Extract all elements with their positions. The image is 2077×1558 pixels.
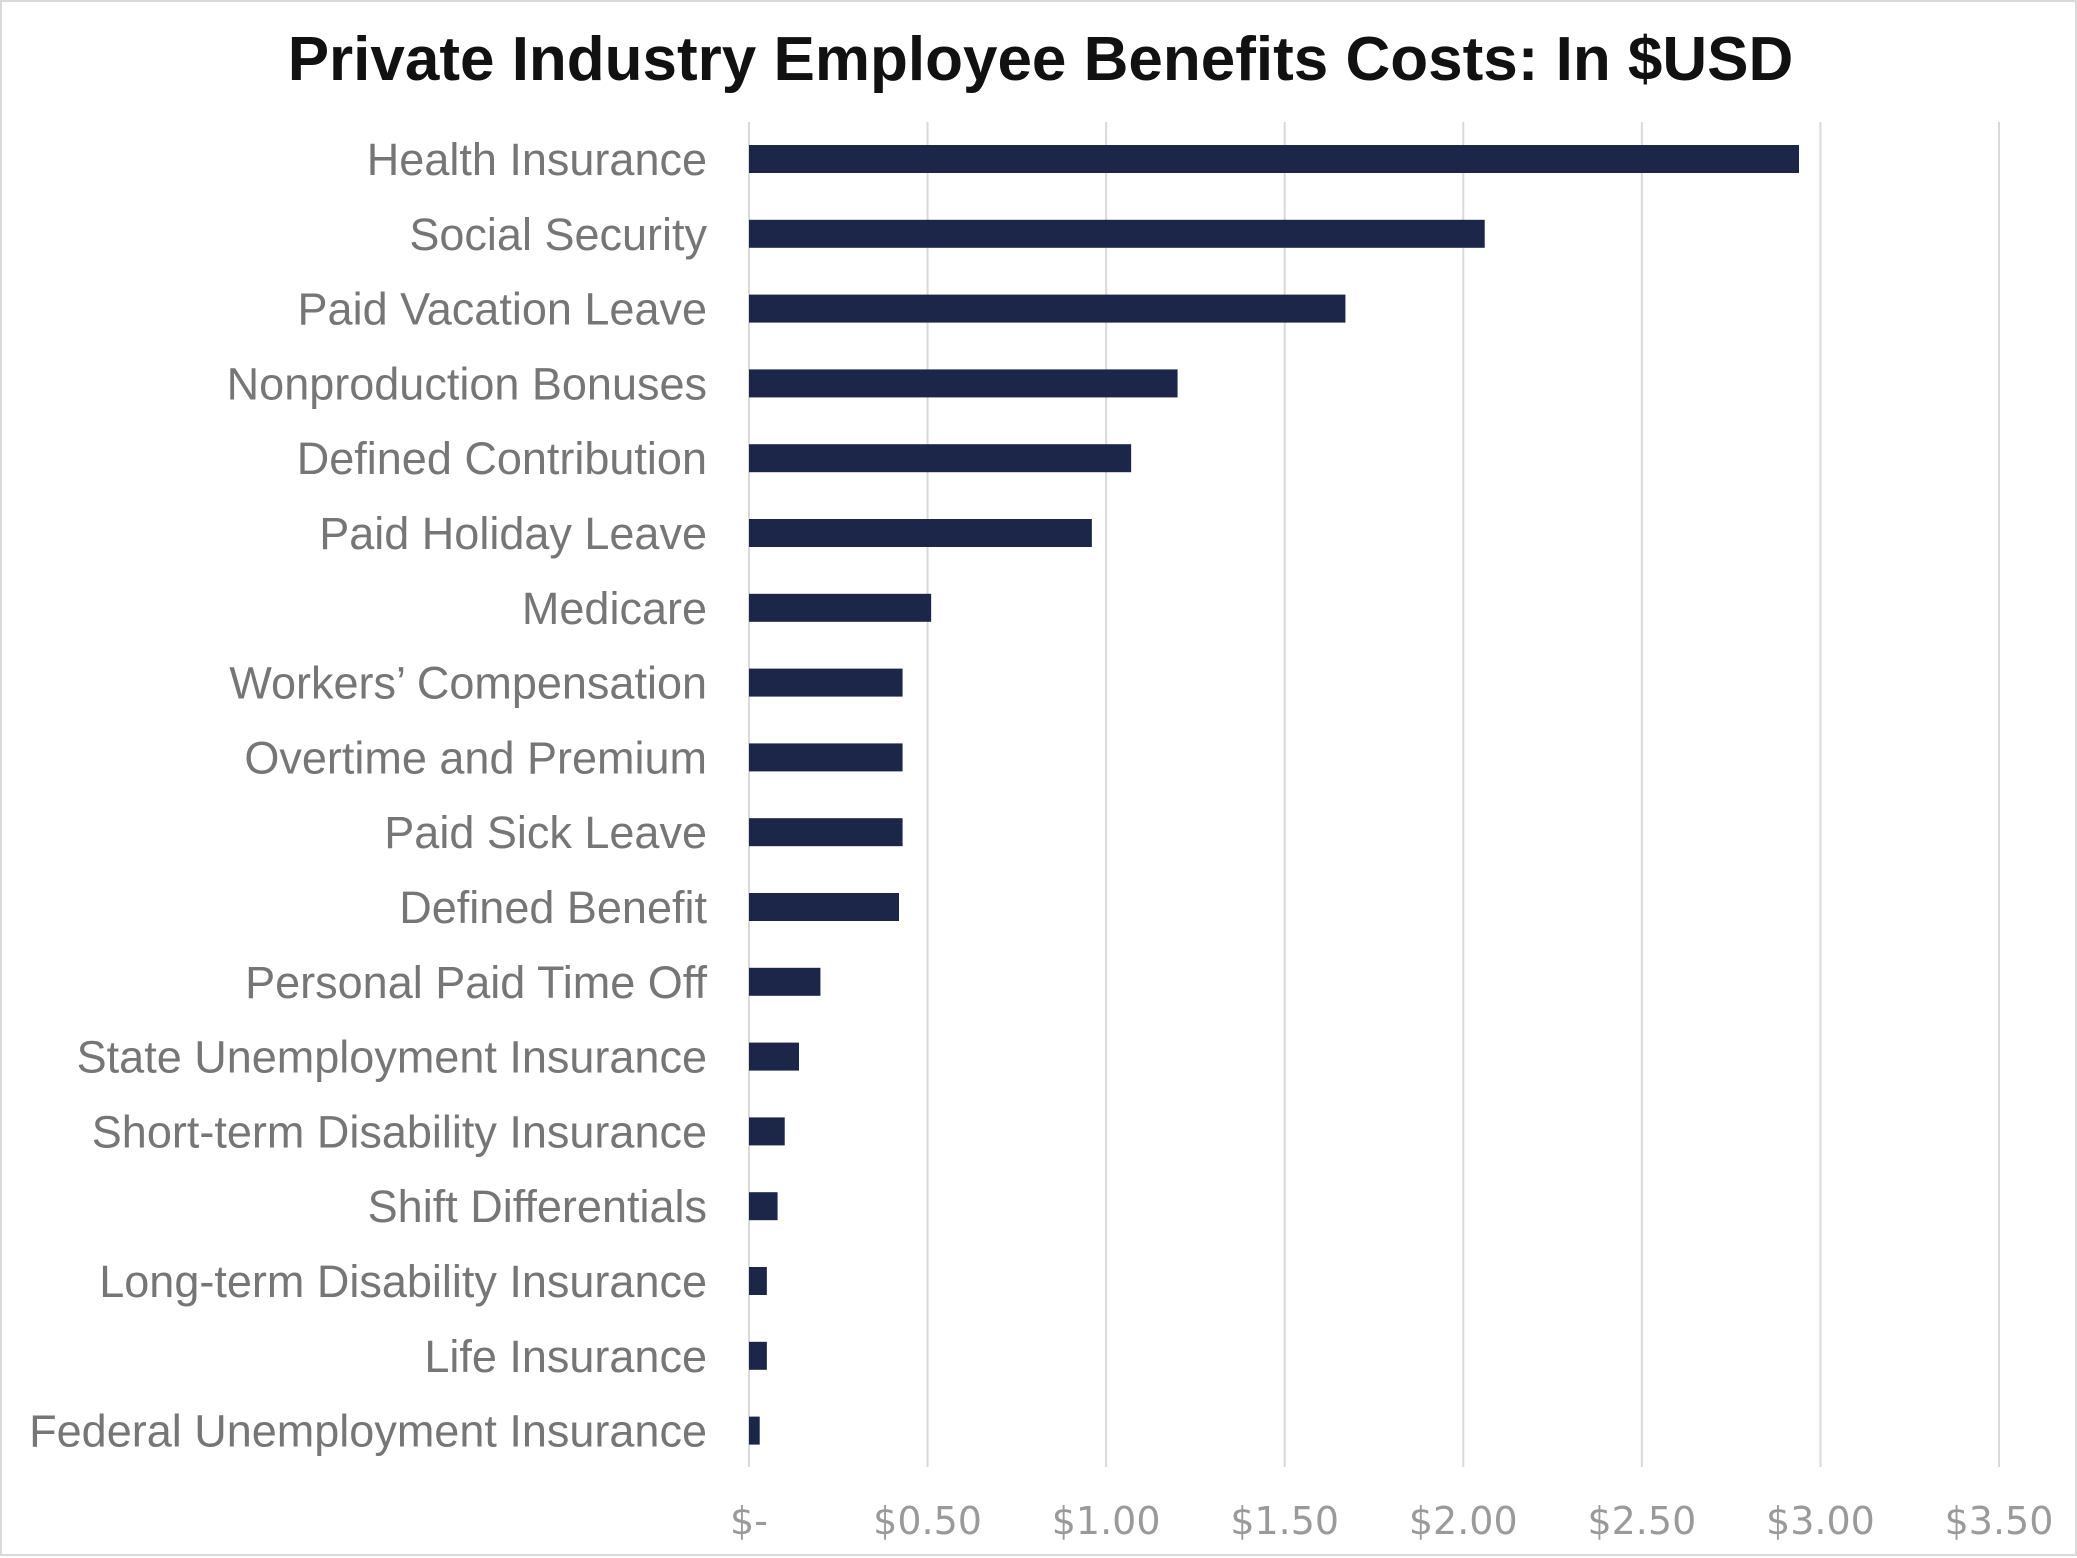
category-label: Life Insurance (424, 1331, 707, 1382)
category-label: Long-term Disability Insurance (99, 1256, 707, 1307)
category-label: Federal Unemployment Insurance (29, 1406, 707, 1457)
category-label: Health Insurance (367, 134, 707, 185)
x-tick-label: $1.50 (1230, 1499, 1339, 1543)
x-tick-label: $0.50 (873, 1499, 982, 1543)
category-labels: Health Insurance Social Security Paid Vaca… (29, 134, 707, 1457)
bar (749, 519, 1092, 547)
x-tick-label: $- (730, 1499, 768, 1543)
bar (749, 668, 903, 697)
category-label: Paid Holiday Leave (319, 508, 707, 559)
bar (749, 893, 899, 921)
bar (749, 818, 903, 847)
bar (749, 145, 1799, 173)
bar (749, 1416, 760, 1445)
category-label: Shift Differentials (368, 1181, 707, 1232)
bar (749, 219, 1485, 248)
category-label: Defined Contribution (297, 433, 707, 484)
category-label: Paid Vacation Leave (298, 284, 707, 335)
category-label: Workers’ Compensation (229, 658, 707, 709)
x-tick-label: $1.00 (1052, 1499, 1161, 1543)
category-label: Personal Paid Time Off (245, 957, 707, 1008)
gridlines (748, 122, 2000, 1467)
x-tick-label: $3.00 (1766, 1499, 1875, 1543)
category-label: Defined Benefit (399, 882, 707, 933)
category-label: State Unemployment Insurance (77, 1032, 707, 1083)
x-tick-label: $3.50 (1945, 1499, 2054, 1543)
bar (749, 1117, 785, 1146)
bar (749, 294, 1346, 323)
category-label: Social Security (409, 209, 707, 260)
bar (749, 444, 1132, 473)
category-label: Overtime and Premium (244, 732, 707, 783)
bar (749, 369, 1178, 398)
category-label: Nonproduction Bonuses (227, 358, 707, 409)
x-tick-label: $2.00 (1409, 1499, 1518, 1543)
bar (749, 593, 932, 622)
category-label: Medicare (522, 583, 707, 634)
x-axis-tick-labels: $- $0.50 $1.00 $1.50 $2.00 $2.50 $3.00 $3.50 (730, 1499, 2053, 1543)
bar (749, 1192, 778, 1221)
x-tick-label: $2.50 (1587, 1499, 1696, 1543)
category-label: Short-term Disability Insurance (92, 1106, 707, 1157)
bar (749, 1042, 799, 1071)
bar (749, 1341, 767, 1370)
chart-title: Private Industry Employee Benefits Costs… (287, 25, 1794, 94)
bars (749, 145, 1799, 1445)
bar (749, 1267, 767, 1295)
bar (749, 743, 903, 772)
category-label: Paid Sick Leave (384, 807, 707, 858)
bar (749, 967, 821, 996)
